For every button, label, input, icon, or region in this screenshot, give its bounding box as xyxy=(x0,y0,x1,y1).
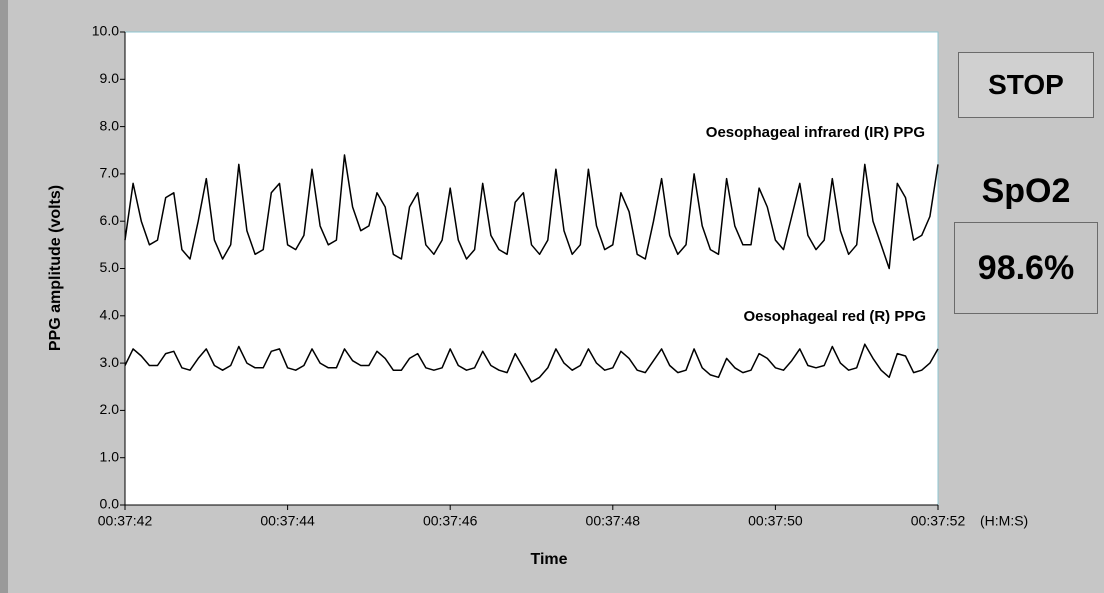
series-line xyxy=(124,154,939,270)
y-tick-label: 4.0 xyxy=(100,307,120,323)
x-tick-label: 00:37:44 xyxy=(260,513,315,529)
x-tick-label: 00:37:46 xyxy=(423,513,478,529)
spo2-value: 98.6% xyxy=(954,222,1098,314)
y-tick-label: 2.0 xyxy=(100,401,120,417)
y-tick-label: 5.0 xyxy=(100,259,120,275)
x-unit-label: (H:M:S) xyxy=(980,513,1028,529)
plot-area xyxy=(124,31,939,506)
x-axis-title: Time xyxy=(530,551,567,568)
y-tick-label: 3.0 xyxy=(100,354,120,370)
y-tick-label: 1.0 xyxy=(100,448,120,464)
x-tick-label: 00:37:48 xyxy=(586,513,641,529)
chart: PPG amplitude (volts) Time 0.0 1.0 2.0 3.0 4… xyxy=(47,23,1028,569)
y-tick-label: 10.0 xyxy=(92,23,119,39)
y-tick-label: 7.0 xyxy=(100,165,120,181)
series-line xyxy=(124,343,939,383)
x-tick-label: 00:37:50 xyxy=(748,513,803,529)
stop-button[interactable]: STOP xyxy=(958,52,1094,118)
y-tick-label: 0.0 xyxy=(100,496,120,512)
spo2-label: SpO2 xyxy=(981,172,1071,210)
x-tick-label: 00:37:42 xyxy=(98,513,153,529)
y-tick-label: 6.0 xyxy=(100,212,120,228)
y-tick-label: 9.0 xyxy=(100,70,120,86)
series-label: Oesophageal red (R) PPG xyxy=(743,308,926,325)
series-label: Oesophageal infrared (IR) PPG xyxy=(706,124,925,141)
y-axis-title: PPG amplitude (volts) xyxy=(47,185,64,351)
x-tick-label: 00:37:52 xyxy=(911,513,966,529)
y-tick-label: 8.0 xyxy=(100,117,120,133)
